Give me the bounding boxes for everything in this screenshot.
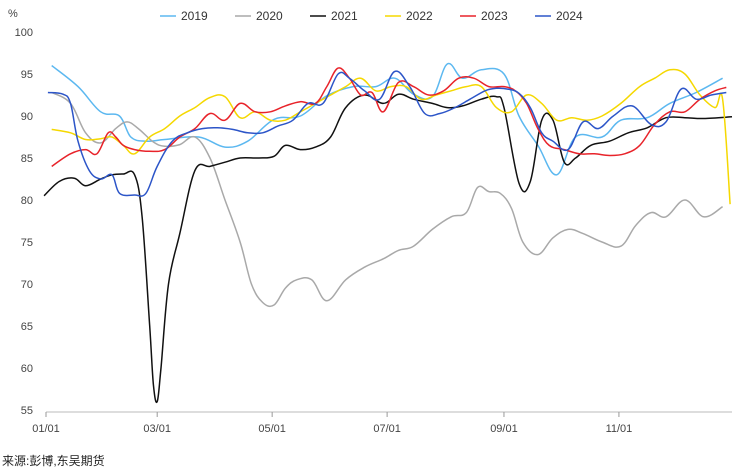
x-tick-label: 09/01 — [490, 423, 518, 435]
x-tick-label: 03/01 — [143, 423, 171, 435]
y-tick-label: 95 — [21, 69, 33, 81]
x-axis: 01/01 03/01 05/01 07/01 09/01 11/01 — [32, 411, 732, 435]
y-tick-label: 70 — [21, 279, 33, 291]
y-tick-label: 80 — [21, 195, 33, 207]
y-tick-label: 55 — [21, 405, 33, 417]
y-tick-label: 90 — [21, 111, 33, 123]
y-tick-label: 75 — [21, 237, 33, 249]
y-tick-label: 60 — [21, 363, 33, 375]
series-line-2021 — [43, 93, 733, 404]
series-line-2024 — [47, 70, 727, 197]
x-tick-label: 05/01 — [258, 423, 286, 435]
source-note: 来源:彭博,东吴期货 — [2, 454, 105, 468]
legend-label-2019: 2019 — [181, 9, 208, 23]
legend-label-2020: 2020 — [256, 9, 283, 23]
series-lines — [43, 62, 733, 404]
series-line-2022 — [51, 68, 731, 205]
legend-label-2023: 2023 — [481, 9, 508, 23]
y-tick-label: 85 — [21, 153, 33, 165]
y-tick-label: 65 — [21, 321, 33, 333]
x-tick-label: 01/01 — [32, 423, 60, 435]
series-line-2019 — [51, 62, 723, 176]
y-axis-unit: % — [8, 8, 18, 20]
y-tick-label: 100 — [15, 27, 33, 39]
legend-label-2024: 2024 — [556, 9, 583, 23]
series-line-2020 — [51, 91, 724, 308]
y-axis: % 55 60 65 70 75 80 85 90 95 100 — [8, 8, 33, 417]
legend-label-2021: 2021 — [331, 9, 358, 23]
legend-label-2022: 2022 — [406, 9, 433, 23]
legend: 2019 2020 2021 2022 2023 2024 — [160, 9, 583, 23]
x-tick-label: 11/01 — [606, 423, 633, 435]
x-tick-label: 07/01 — [373, 423, 401, 435]
series-line-2023 — [51, 67, 727, 168]
